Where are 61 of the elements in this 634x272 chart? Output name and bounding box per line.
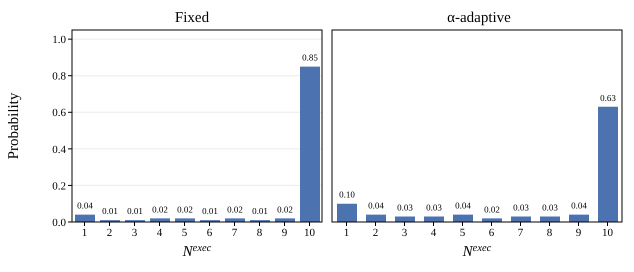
x-tick-label: 7 [518, 226, 524, 239]
data-label: 0.01 [202, 206, 218, 216]
data-label: 0.04 [571, 200, 588, 211]
data-label: 0.02 [277, 204, 293, 214]
bar [300, 66, 320, 222]
bar [569, 214, 589, 222]
x-tick-label: 4 [430, 226, 437, 239]
x-tick-label: 8 [546, 226, 553, 239]
bar [511, 216, 531, 222]
bar [75, 214, 95, 222]
data-label: 0.02 [152, 204, 168, 214]
bar [395, 216, 415, 222]
x-tick-label: 9 [576, 226, 582, 239]
data-label: 0.85 [302, 52, 318, 63]
bar [424, 216, 444, 222]
x-axis-title: N$^{exec}$ [462, 242, 492, 260]
data-label: 0.03 [513, 202, 530, 213]
data-label: 0.04 [455, 200, 472, 211]
x-tick-label: 3 [132, 226, 138, 239]
x-tick-label: 4 [156, 226, 163, 239]
data-label: 0.01 [127, 206, 143, 216]
x-tick-label: 1 [82, 226, 88, 239]
bar [337, 204, 357, 222]
data-label: 0.10 [339, 190, 356, 200]
x-tick-label: 1 [344, 226, 350, 239]
bar [540, 216, 560, 222]
data-label: 0.04 [368, 200, 384, 211]
bar [453, 214, 473, 222]
x-tick-label: 6 [206, 226, 213, 239]
x-tick-label: 3 [402, 226, 408, 239]
y-tick-label: 0.4 [52, 144, 66, 156]
x-tick-label: 2 [372, 226, 378, 239]
x-tick-label: 10 [304, 226, 316, 239]
data-label: 0.02 [227, 204, 243, 214]
y-tick-label: 0.6 [52, 107, 66, 120]
data-label: 0.02 [484, 204, 500, 214]
data-label: 0.04 [77, 200, 94, 211]
data-label: 0.01 [252, 206, 268, 216]
y-tick-label: 1.0 [52, 34, 66, 46]
chart-title: α-adaptive [446, 9, 512, 28]
x-tick-label: 5 [182, 226, 188, 239]
y-tick-label: 0.8 [52, 70, 66, 83]
data-label: 0.03 [542, 202, 558, 213]
x-tick-label: 8 [256, 226, 263, 239]
data-label: 0.03 [397, 202, 414, 213]
data-label: 0.01 [102, 206, 118, 216]
bar [598, 106, 618, 222]
y-tick-label: 0.0 [52, 216, 66, 229]
x-tick-label: 7 [232, 226, 238, 239]
chart-title: Fixed [174, 9, 210, 28]
x-tick-label: 9 [282, 226, 288, 239]
data-label: 0.02 [177, 204, 193, 214]
data-label: 0.03 [426, 202, 442, 213]
x-axis-title: N$^{exec}$ [182, 242, 212, 260]
bar [366, 214, 386, 222]
y-tick-label: 0.2 [52, 180, 66, 192]
x-tick-label: 2 [106, 226, 112, 239]
x-tick-label: 10 [602, 226, 614, 239]
x-tick-label: 5 [460, 226, 466, 239]
x-tick-label: 6 [488, 226, 495, 239]
data-label: 0.63 [600, 92, 616, 103]
